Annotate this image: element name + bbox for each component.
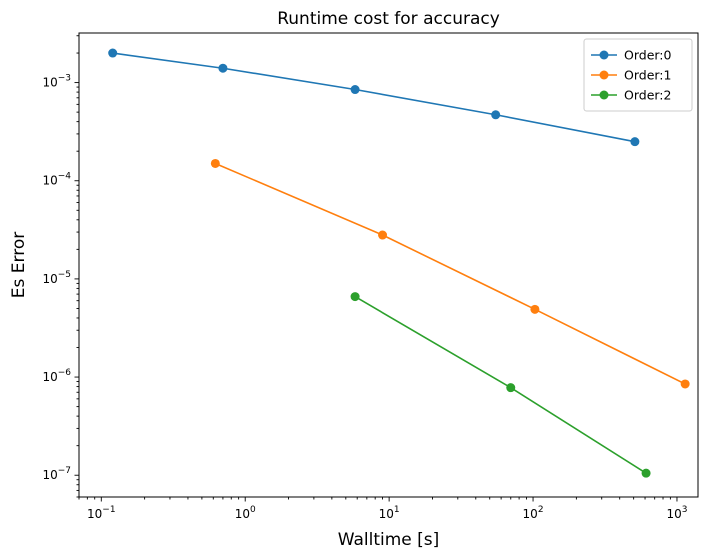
- chart-title: Runtime cost for accuracy: [277, 9, 500, 29]
- y-tick-label: 10−6: [42, 368, 71, 384]
- series-line: [112, 52, 636, 143]
- data-point: [491, 110, 501, 120]
- data-point: [350, 292, 360, 302]
- legend-label: Order:0: [624, 48, 672, 63]
- y-axis-label: Es Error: [9, 232, 29, 298]
- x-tick-label: 100: [235, 505, 256, 521]
- x-tick-label: 101: [379, 505, 400, 521]
- series-0: [108, 48, 640, 147]
- x-axis-label: Walltime [s]: [338, 530, 440, 550]
- x-tick-label: 10−1: [87, 505, 116, 521]
- series-line: [354, 295, 647, 474]
- plot-frame: [78, 32, 699, 498]
- data-point: [350, 85, 360, 95]
- ticks-layer: 10−1 100 101 102 103 10−7 10−6 10−5 10−4 10−3: [42, 35, 687, 521]
- data-point: [641, 468, 651, 478]
- legend: Order:0 Order:1 Order:2: [583, 38, 693, 112]
- data-point: [378, 230, 388, 240]
- x-tick-label: 103: [666, 505, 687, 521]
- y-tick-label: 10−4: [42, 172, 71, 188]
- series-2: [350, 292, 651, 478]
- legend-item: Order:2: [591, 88, 671, 103]
- data-point: [680, 379, 690, 389]
- legend-label: Order:1: [624, 68, 671, 83]
- plot-content: [108, 48, 690, 478]
- legend-item: Order:1: [591, 68, 671, 83]
- legend-box: [583, 38, 693, 112]
- series-line: [215, 162, 686, 385]
- y-tick-label: 10−7: [42, 466, 71, 482]
- data-point: [506, 383, 516, 393]
- legend-swatch-marker: [599, 50, 609, 60]
- legend-swatch-marker: [599, 90, 609, 100]
- data-point: [108, 48, 118, 58]
- data-point: [210, 158, 220, 168]
- y-tick-label: 10−3: [42, 74, 71, 90]
- legend-item: Order:0: [591, 48, 672, 63]
- legend-swatch-marker: [599, 70, 609, 80]
- x-tick-label: 102: [523, 505, 544, 521]
- data-point: [630, 137, 640, 147]
- series-1: [210, 158, 690, 389]
- data-point: [218, 63, 228, 73]
- data-point: [530, 304, 540, 314]
- legend-label: Order:2: [624, 88, 671, 103]
- y-tick-label: 10−5: [42, 270, 71, 286]
